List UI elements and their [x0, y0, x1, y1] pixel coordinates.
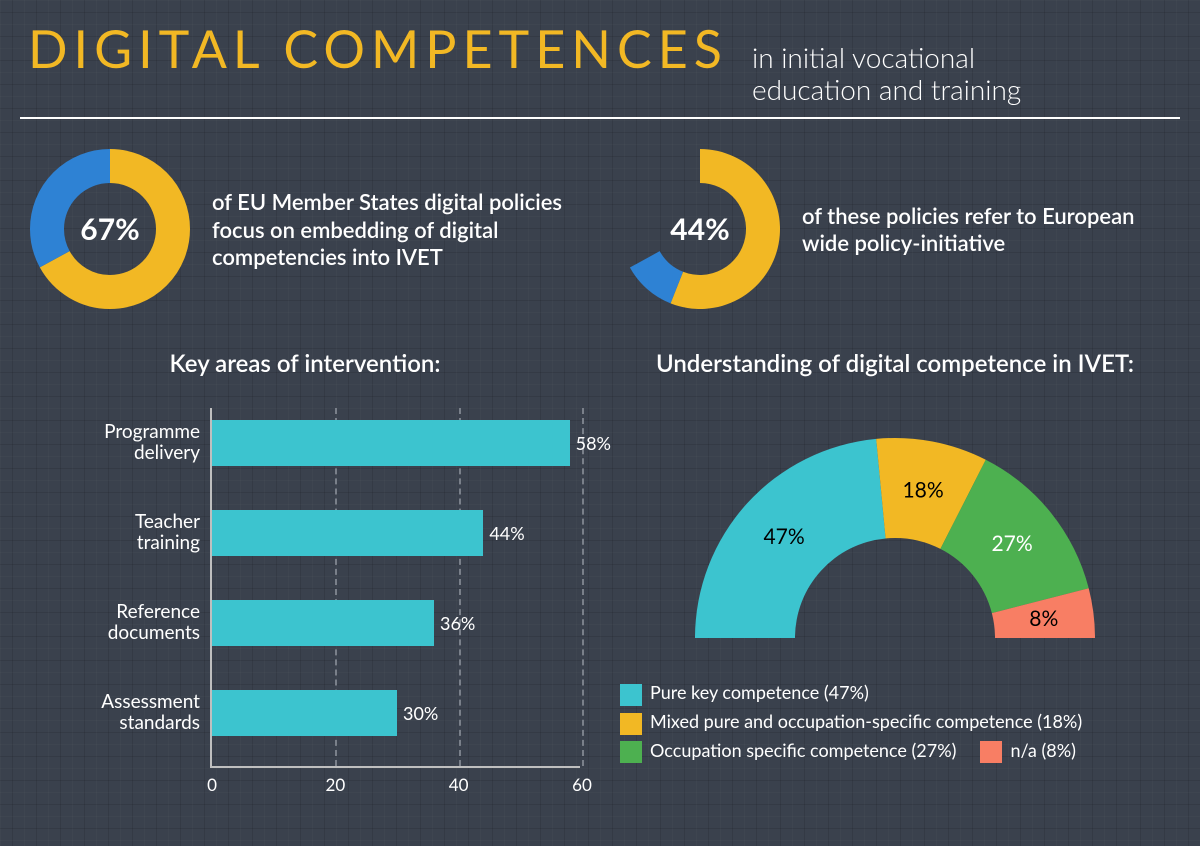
bar-category-label: Referencedocuments	[40, 602, 200, 644]
semi-slice-label: 18%	[903, 478, 944, 503]
legend-label: Mixed pure and occupation-specific compe…	[650, 710, 1082, 732]
bar	[212, 690, 397, 736]
donut-stat-2: 44% of these policies refer to European …	[620, 149, 1170, 309]
bar-value-label: 30%	[403, 702, 438, 724]
donut-2-center: 44%	[670, 211, 729, 247]
legend-item: Mixed pure and occupation-specific compe…	[620, 707, 1082, 736]
semi-chart-title: Understanding of digital competence in I…	[620, 349, 1170, 378]
semi-chart-legend: Pure key competence (47%) Mixed pure and …	[620, 678, 1170, 764]
legend-row: Pure key competence (47%)	[620, 678, 1170, 707]
bar-xtick: 0	[207, 774, 217, 795]
bar-value-label: 58%	[576, 432, 611, 454]
donut-stat-1: 67% of EU Member States digital policies…	[30, 149, 580, 309]
legend-row: Mixed pure and occupation-specific compe…	[620, 707, 1170, 736]
legend-item: Occupation specific competence (27%)	[620, 736, 956, 765]
legend-item: Pure key competence (47%)	[620, 678, 869, 707]
bar-chart-title: Key areas of intervention:	[30, 349, 580, 378]
bar-category-label: Teachertraining	[40, 512, 200, 554]
bar-category-label: Assessmentstandards	[40, 692, 200, 734]
bar-chart: 020406058%44%36%30% ProgrammedeliveryTea…	[30, 398, 580, 818]
bar-category-label: Programmedelivery	[40, 422, 200, 464]
bar	[212, 420, 570, 466]
semi-donut-chart: 47% 18% 27% 8%	[620, 408, 1170, 658]
donut-chart-1: 67%	[30, 149, 190, 309]
right-column: 44% of these policies refer to European …	[620, 149, 1170, 818]
legend-label: Pure key competence (47%)	[650, 681, 869, 703]
bar	[212, 600, 434, 646]
donut-chart-2: 44%	[620, 149, 780, 309]
donut-2-description: of these policies refer to European wide…	[802, 202, 1170, 257]
legend-label: n/a (8%)	[1010, 739, 1076, 761]
legend-swatch	[620, 684, 642, 706]
bar-xtick: 20	[325, 774, 345, 795]
bar	[212, 510, 483, 556]
legend-swatch	[620, 741, 642, 763]
semi-slice-label: 47%	[763, 524, 804, 549]
semi-slice-label: 27%	[991, 532, 1032, 557]
page-subtitle: in initial vocational education and trai…	[752, 41, 1021, 105]
bar-gridline	[582, 408, 584, 766]
legend-label: Occupation specific competence (27%)	[650, 739, 956, 761]
bar-plot-area: 020406058%44%36%30%	[210, 408, 580, 768]
content-grid: 67% of EU Member States digital policies…	[0, 119, 1200, 818]
legend-row: Occupation specific competence (27%) n/a …	[620, 736, 1170, 765]
page-title: DIGITAL COMPETENCES	[28, 18, 728, 80]
bar-xtick: 60	[572, 774, 592, 795]
page-header: DIGITAL COMPETENCES in initial vocationa…	[0, 0, 1200, 117]
left-column: 67% of EU Member States digital policies…	[30, 149, 580, 818]
donut-1-description: of EU Member States digital policies foc…	[212, 188, 580, 271]
legend-item: n/a (8%)	[980, 736, 1076, 765]
bar-xtick: 40	[449, 774, 469, 795]
bar-value-label: 44%	[489, 522, 524, 544]
bar-value-label: 36%	[440, 612, 475, 634]
legend-swatch	[980, 741, 1002, 763]
donut-1-center: 67%	[80, 211, 139, 247]
semi-slice-label: 8%	[1029, 607, 1058, 632]
legend-swatch	[620, 713, 642, 735]
